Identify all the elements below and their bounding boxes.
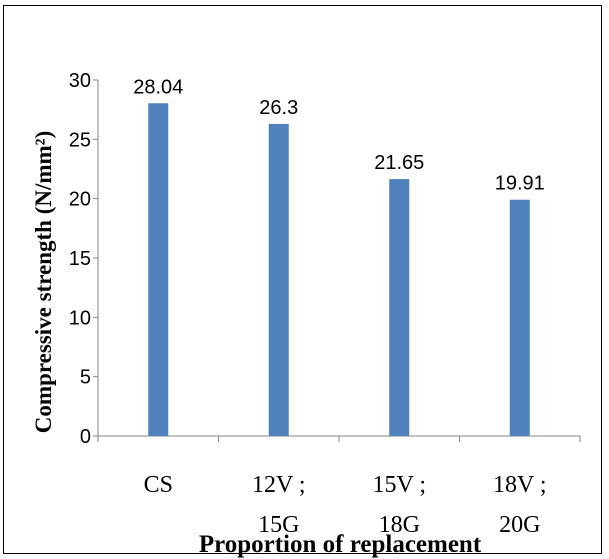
x-category-label: 18V ;	[493, 472, 547, 498]
x-category-label: 15G	[258, 512, 299, 538]
data-label: 21.65	[374, 152, 424, 174]
y-tick-label: 0	[80, 426, 91, 448]
data-label: 28.04	[133, 76, 183, 98]
x-category-label: 20G	[499, 512, 540, 538]
bar	[389, 179, 410, 436]
x-axis-title: Proportion of replacement	[199, 531, 482, 558]
y-axis-title: Compressive strength (N/mm²)	[31, 131, 56, 433]
chart-frame	[3, 5, 602, 554]
x-category-label: 12V ;	[252, 472, 306, 498]
bar	[509, 199, 530, 436]
x-category-label: 15V ;	[372, 472, 426, 498]
bar	[268, 123, 289, 436]
y-tick-label: 30	[69, 70, 91, 92]
y-tick-label: 25	[69, 129, 91, 151]
x-category-label: 18G	[379, 512, 420, 538]
data-label: 26.3	[259, 97, 298, 119]
x-category-label: CS	[144, 472, 173, 498]
y-tick-label: 20	[69, 189, 91, 211]
y-tick-label: 10	[69, 307, 91, 329]
y-tick-label: 15	[69, 248, 91, 270]
data-label: 19.91	[495, 173, 545, 195]
bar	[148, 103, 169, 436]
y-tick-label: 5	[80, 367, 91, 389]
